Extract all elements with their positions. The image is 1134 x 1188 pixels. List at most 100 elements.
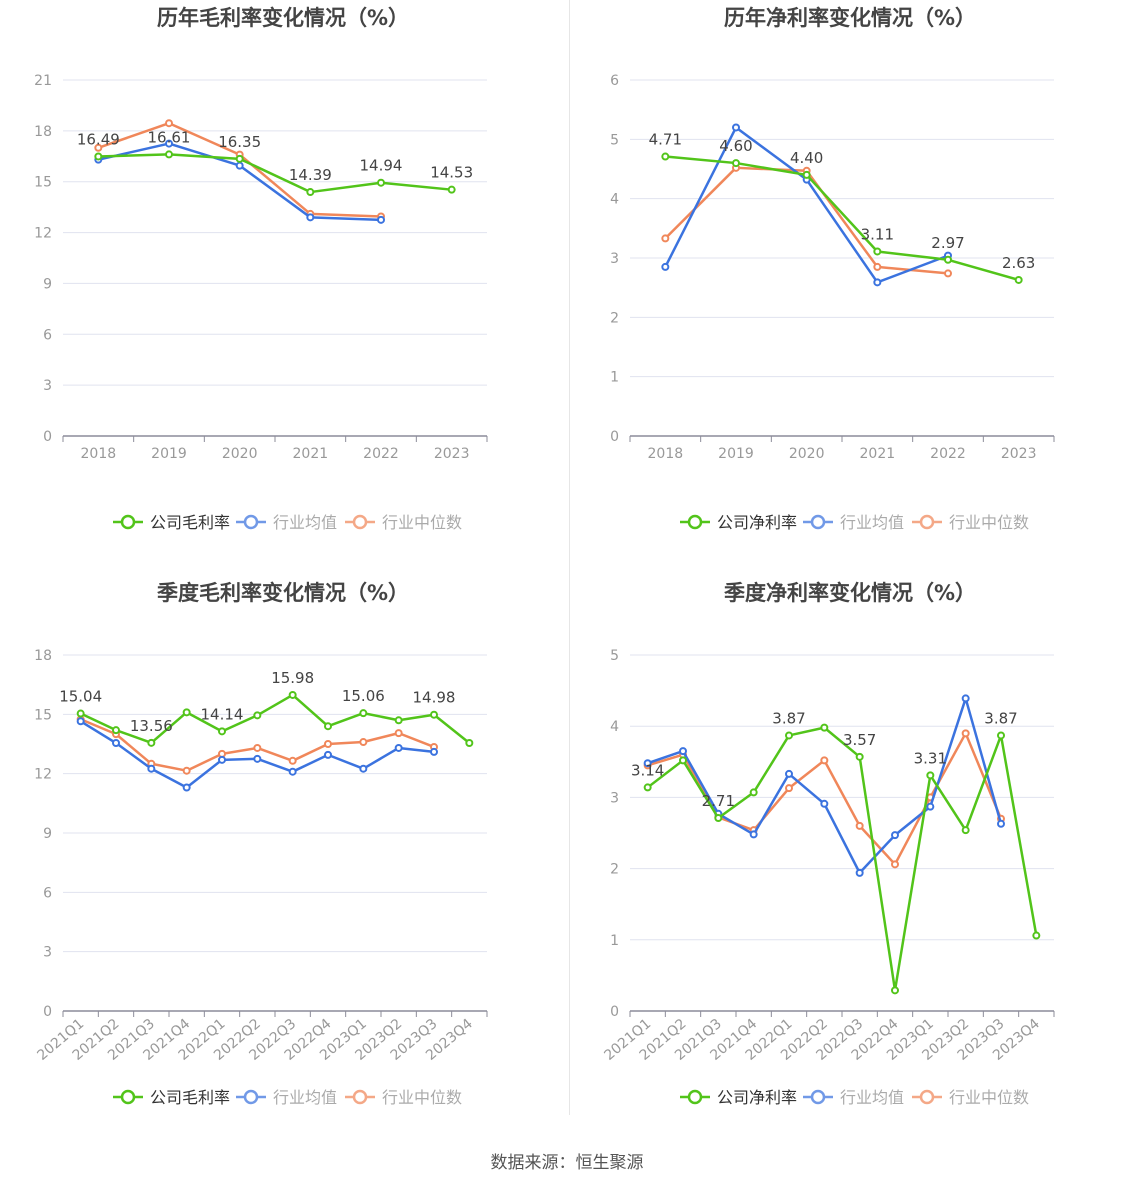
data-point-company	[802, 170, 811, 179]
data-point-company	[961, 826, 970, 835]
data-point-average	[891, 831, 899, 840]
y-tick-label: 5	[610, 132, 619, 148]
data-point-average	[785, 769, 793, 778]
data-point-median	[820, 756, 829, 765]
y-tick-label: 1	[610, 370, 619, 386]
chart-panel-quarterly-net-margin: 季度净利率变化情况（%） 0 1 2 3 4 5 2021Q1 2021Q2 2021Q3 2021…	[567, 575, 1134, 1150]
data-point-company	[785, 731, 793, 740]
legend-marker	[687, 1089, 703, 1105]
y-tick-label: 12	[34, 226, 52, 242]
legend-marker	[687, 514, 703, 530]
data-point-company	[94, 152, 103, 161]
legend-label: 公司毛利率	[150, 513, 230, 532]
data-label: 13.56	[130, 717, 173, 735]
y-tick-label: 18	[34, 124, 52, 140]
legend-marker	[810, 514, 826, 530]
data-point-company	[253, 711, 262, 720]
legend-item-median: 行业中位数	[912, 1088, 1029, 1107]
legend-label: 公司净利率	[717, 1088, 797, 1107]
legend-marker	[243, 1089, 259, 1105]
legend-label: 行业均值	[273, 1088, 337, 1107]
data-point-average	[359, 764, 368, 773]
data-point-median	[785, 784, 793, 793]
data-label: 15.04	[59, 688, 102, 706]
legend-marker	[352, 514, 368, 530]
legend-label: 公司净利率	[717, 513, 797, 532]
chart-title: 历年净利率变化情况（%）	[724, 6, 976, 30]
data-point-company	[749, 788, 758, 797]
data-point-average	[306, 213, 315, 222]
data-point-company	[218, 727, 226, 736]
series-line-company	[646, 726, 1038, 992]
x-tick-label: 2019	[718, 446, 754, 462]
legend-marker	[243, 514, 259, 530]
x-tick-label: 2020	[222, 446, 258, 462]
y-tick-label: 4	[610, 192, 619, 208]
data-point-company	[873, 247, 882, 256]
x-tick-label: 2023	[1001, 446, 1037, 462]
x-tick-label: 2022	[930, 446, 966, 462]
legend-marker	[352, 1089, 368, 1105]
x-tick-label: 2023	[434, 446, 470, 462]
data-label: 3.87	[772, 709, 805, 727]
series-line-company	[80, 693, 471, 745]
legend-label: 行业均值	[840, 513, 904, 532]
data-point-median	[253, 743, 262, 752]
data-point-company	[944, 255, 952, 264]
series-line-company	[665, 155, 1020, 282]
data-point-average	[112, 739, 120, 748]
data-point-average	[218, 755, 226, 764]
data-point-average	[643, 759, 652, 768]
data-point-average	[926, 802, 935, 811]
y-tick-label: 0	[610, 429, 619, 445]
data-point-company	[447, 185, 456, 194]
data-point-average	[147, 764, 156, 773]
data-point-company	[76, 709, 85, 718]
legend-marker	[919, 1089, 935, 1105]
data-point-company	[891, 986, 899, 995]
data-point-median	[324, 740, 332, 748]
data-point-average	[253, 754, 262, 763]
data-label: 16.61	[148, 128, 191, 146]
chart-svg: 历年毛利率变化情况（%） 0 3 6 9 12 15 18 21 2018 2019 2020 2021…	[34, 6, 488, 532]
data-point-company	[732, 159, 740, 168]
x-tick-label: 2020	[789, 446, 825, 462]
y-tick-label: 6	[43, 885, 52, 901]
data-label: 15.98	[271, 669, 314, 687]
legend-marker	[919, 514, 935, 530]
data-point-company	[926, 771, 935, 780]
x-tick-label: 2022	[363, 446, 399, 462]
data-point-company	[112, 726, 120, 735]
data-point-median	[182, 766, 191, 775]
data-point-average	[661, 262, 670, 271]
y-tick-label: 12	[34, 767, 52, 783]
data-point-median	[873, 262, 882, 271]
legend-item-median: 行业中位数	[345, 1088, 462, 1107]
data-label: 4.60	[719, 137, 752, 155]
chart-panel-annual-gross-margin: 历年毛利率变化情况（%） 0 3 6 9 12 15 18 21 2018 2019 2020 2021…	[0, 0, 567, 575]
chart-svg: 季度净利率变化情况（%）0123452021Q12021Q22021Q32021…	[601, 581, 1055, 1107]
y-tick-label: 3	[43, 945, 52, 961]
data-label: 16.49	[77, 130, 120, 148]
data-point-company	[643, 783, 652, 792]
data-point-company	[165, 150, 173, 159]
y-tick-label: 4	[610, 719, 619, 735]
legend-marker	[120, 514, 136, 530]
data-point-average	[961, 694, 970, 703]
data-point-company	[182, 708, 191, 717]
data-point-company	[1014, 275, 1023, 284]
chart-title: 历年毛利率变化情况（%）	[157, 6, 409, 30]
data-point-average	[749, 830, 758, 839]
data-label: 2.63	[1002, 254, 1035, 272]
data-point-median	[394, 729, 403, 738]
legend-item-company: 公司净利率	[680, 513, 797, 532]
data-point-average	[394, 743, 403, 752]
data-point-company	[997, 731, 1005, 740]
data-point-average	[855, 868, 864, 877]
data-point-average	[288, 767, 297, 776]
x-tick-label: 2021	[293, 446, 329, 462]
data-point-median	[288, 756, 297, 765]
data-point-company	[1032, 931, 1041, 940]
y-tick-label: 2	[610, 862, 619, 878]
x-tick-label: 2019	[151, 446, 187, 462]
